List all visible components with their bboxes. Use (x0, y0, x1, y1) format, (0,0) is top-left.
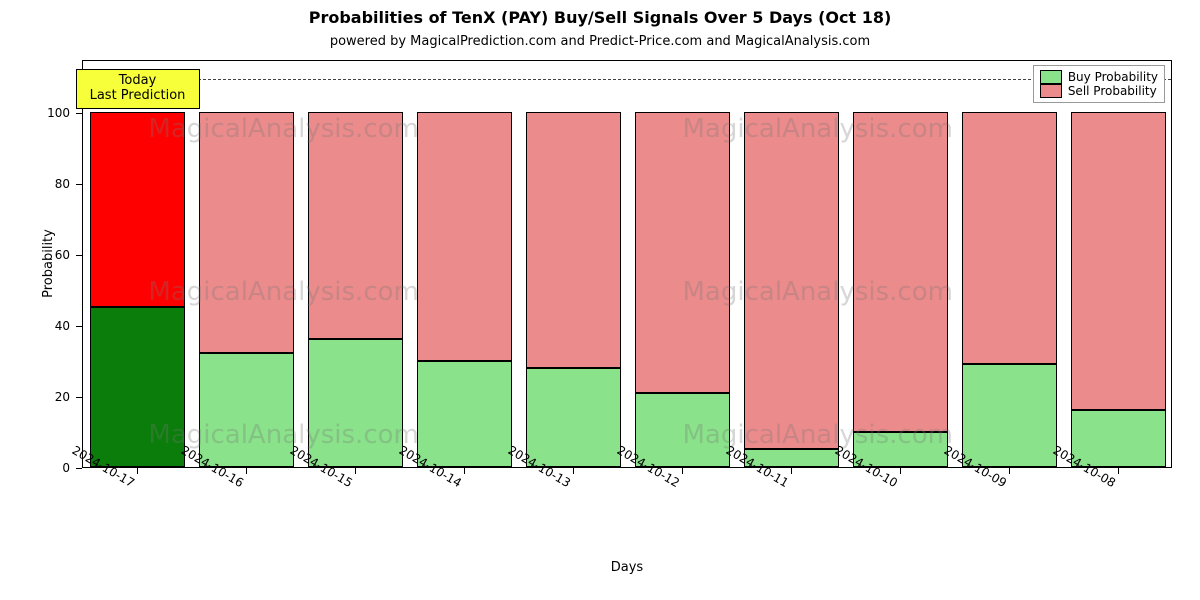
bar-sell (1071, 112, 1167, 410)
x-axis-label: Days (82, 560, 1172, 575)
bar-group (744, 59, 840, 467)
bar-buy (635, 393, 731, 468)
bar-group (526, 59, 622, 467)
x-tick-mark (900, 468, 901, 474)
x-tick-mark (355, 468, 356, 474)
y-tick-label: 80 (40, 177, 70, 191)
y-tick-label: 0 (40, 461, 70, 475)
y-tick-mark (76, 184, 82, 185)
bar-group (199, 59, 295, 467)
today-annotation: Today Last Prediction (76, 69, 200, 109)
y-tick-label: 60 (40, 248, 70, 262)
bar-group (962, 59, 1058, 467)
x-tick-mark (1009, 468, 1010, 474)
bar-group (1071, 59, 1167, 467)
y-tick-label: 40 (40, 319, 70, 333)
bar-sell (635, 112, 731, 392)
x-tick-mark (137, 468, 138, 474)
legend-item: Sell Probability (1040, 84, 1158, 98)
x-tick-mark (464, 468, 465, 474)
bar-sell (526, 112, 622, 367)
legend-label: Sell Probability (1068, 84, 1157, 98)
bar-sell (417, 112, 513, 360)
legend-swatch (1040, 84, 1062, 98)
bar-buy (526, 368, 622, 467)
y-tick-mark (76, 326, 82, 327)
x-tick-mark (246, 468, 247, 474)
legend-swatch (1040, 70, 1062, 84)
bar-sell (853, 112, 949, 431)
y-axis-label: Probability (41, 229, 56, 298)
bar-sell (744, 112, 840, 449)
legend-item: Buy Probability (1040, 70, 1158, 84)
plot-area: MagicalAnalysis.comMagicalAnalysis.comMa… (82, 60, 1172, 468)
chart-title: Probabilities of TenX (PAY) Buy/Sell Sig… (0, 8, 1200, 27)
bar-group (853, 59, 949, 467)
bar-sell (308, 112, 404, 339)
figure: Probabilities of TenX (PAY) Buy/Sell Sig… (0, 0, 1200, 600)
bar-group (308, 59, 404, 467)
x-tick-mark (682, 468, 683, 474)
chart-subtitle: powered by MagicalPrediction.com and Pre… (0, 34, 1200, 49)
y-tick-mark (76, 468, 82, 469)
legend: Buy ProbabilitySell Probability (1033, 65, 1165, 103)
bar-group (90, 59, 186, 467)
bar-sell (199, 112, 295, 353)
x-tick-mark (1118, 468, 1119, 474)
bar-buy (962, 364, 1058, 467)
annotation-line2: Last Prediction (83, 89, 193, 104)
y-tick-mark (76, 113, 82, 114)
y-tick-mark (76, 255, 82, 256)
x-tick-mark (791, 468, 792, 474)
bar-sell (962, 112, 1058, 364)
y-tick-label: 100 (40, 106, 70, 120)
y-tick-mark (76, 397, 82, 398)
y-tick-label: 20 (40, 390, 70, 404)
bar-group (417, 59, 513, 467)
legend-label: Buy Probability (1068, 70, 1158, 84)
annotation-line1: Today (83, 74, 193, 89)
bar-sell (90, 112, 186, 307)
bar-group (635, 59, 731, 467)
x-tick-mark (573, 468, 574, 474)
